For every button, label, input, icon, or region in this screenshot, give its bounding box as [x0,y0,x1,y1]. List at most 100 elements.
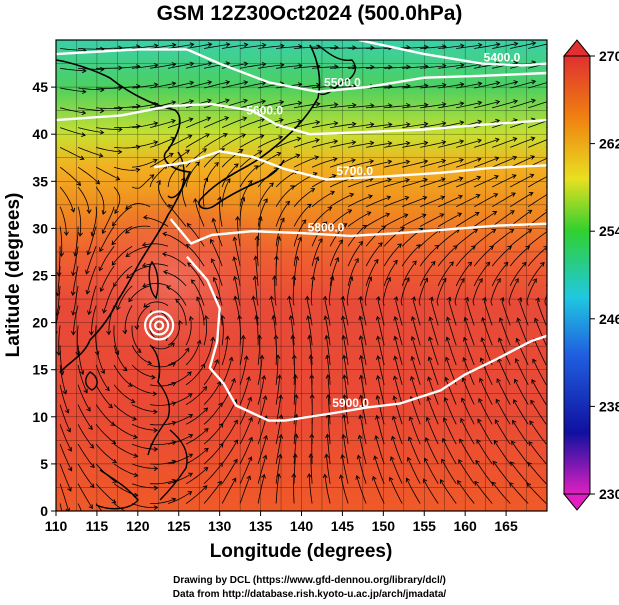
streamline [455,229,478,247]
streamline [77,463,95,488]
streamline-arrowhead [477,138,482,144]
streamline [519,297,529,326]
streamline [306,296,313,326]
streamline [511,440,529,465]
streamline [491,229,514,247]
streamline-arrowhead [312,172,318,177]
streamline [343,414,349,445]
streamline-arrowhead [459,62,465,68]
streamline-arrowhead [477,418,482,424]
streamline-arrowhead [225,98,230,104]
streamline-arrowhead [225,61,231,67]
streamline-arrowhead [207,61,213,67]
streamline [393,396,403,425]
streamline-arrowhead [463,316,469,322]
streamline [203,443,224,465]
streamline [132,159,158,168]
streamline [492,174,517,188]
streamline [310,454,313,484]
streamline-arrowhead [322,473,328,479]
streamline-arrowhead [404,195,410,201]
streamline-arrowhead [315,137,320,143]
contour-line [169,218,547,245]
streamline-arrowhead [525,245,531,251]
streamline-arrowhead [133,492,139,498]
streamline-arrowhead [152,391,158,397]
coastline-philippines-south [159,429,188,501]
streamline [420,45,446,49]
streamline-arrowhead [314,155,320,161]
streamline-arrowhead [461,377,467,383]
streamline-arrowhead [88,330,94,336]
streamline-arrowhead [105,386,110,392]
streamline [308,473,313,504]
streamline [402,85,428,89]
streamline-arrowhead [405,477,411,483]
streamline-arrowhead [163,269,168,275]
contour-label: 5600.0 [246,104,283,118]
streamline [95,325,99,355]
streamline [150,479,176,485]
streamline-arrowhead [473,229,479,234]
streamline [168,472,193,485]
streamline [131,364,156,378]
streamline-arrowhead [125,252,131,258]
streamline [95,364,110,391]
streamline-arrowhead [234,163,239,168]
streamline-arrowhead [253,255,259,261]
streamline-arrowhead [351,158,356,163]
streamline-arrowhead [188,117,194,122]
streamline-arrowhead [330,190,336,196]
streamline [77,186,90,214]
streamline [203,481,222,504]
streamline-arrowhead [184,347,190,353]
streamline [327,434,331,464]
streamline-arrowhead [156,179,161,185]
streamline-arrowhead [134,325,140,330]
streamline [444,397,457,425]
streamline [474,193,498,208]
streamline [103,285,115,314]
streamline-arrowhead [387,122,393,128]
streamline [131,503,158,508]
streamline [455,261,472,287]
streamline-arrowhead [81,68,87,74]
streamline [330,141,356,148]
streamline-arrowhead [210,336,216,342]
y-tick-label: 5 [40,456,48,472]
streamline-arrowhead [340,295,346,301]
streamline [78,87,104,91]
streamline-arrowhead [188,453,194,458]
streamline-arrowhead [386,195,392,201]
streamline [114,85,140,89]
streamline [77,364,88,393]
streamline [185,485,208,504]
streamline-arrowhead [188,315,194,321]
streamline-arrowhead [136,348,142,353]
streamline [125,203,151,210]
streamline [501,297,511,326]
streamline [275,185,295,207]
streamline [60,48,86,51]
streamline [185,386,207,405]
streamline [142,243,169,247]
streamline-arrowhead [101,229,107,234]
streamline-arrowhead [56,272,62,277]
streamline [448,297,457,326]
streamline [474,101,500,109]
streamline-arrowhead [498,317,504,322]
streamline [59,483,69,511]
streamline [347,211,371,227]
streamline-arrowhead [314,256,320,262]
streamline [149,362,176,368]
streamline-arrowhead [403,213,409,218]
streamline-arrowhead [243,80,249,86]
streamline [162,233,187,247]
streamline-arrowhead [153,101,159,107]
streamline [293,434,297,464]
streamline-arrowhead [342,374,348,380]
streamline-arrowhead [424,437,430,442]
streamline-arrowhead [99,108,105,114]
streamline-arrowhead [558,263,562,267]
streamline [402,178,428,188]
